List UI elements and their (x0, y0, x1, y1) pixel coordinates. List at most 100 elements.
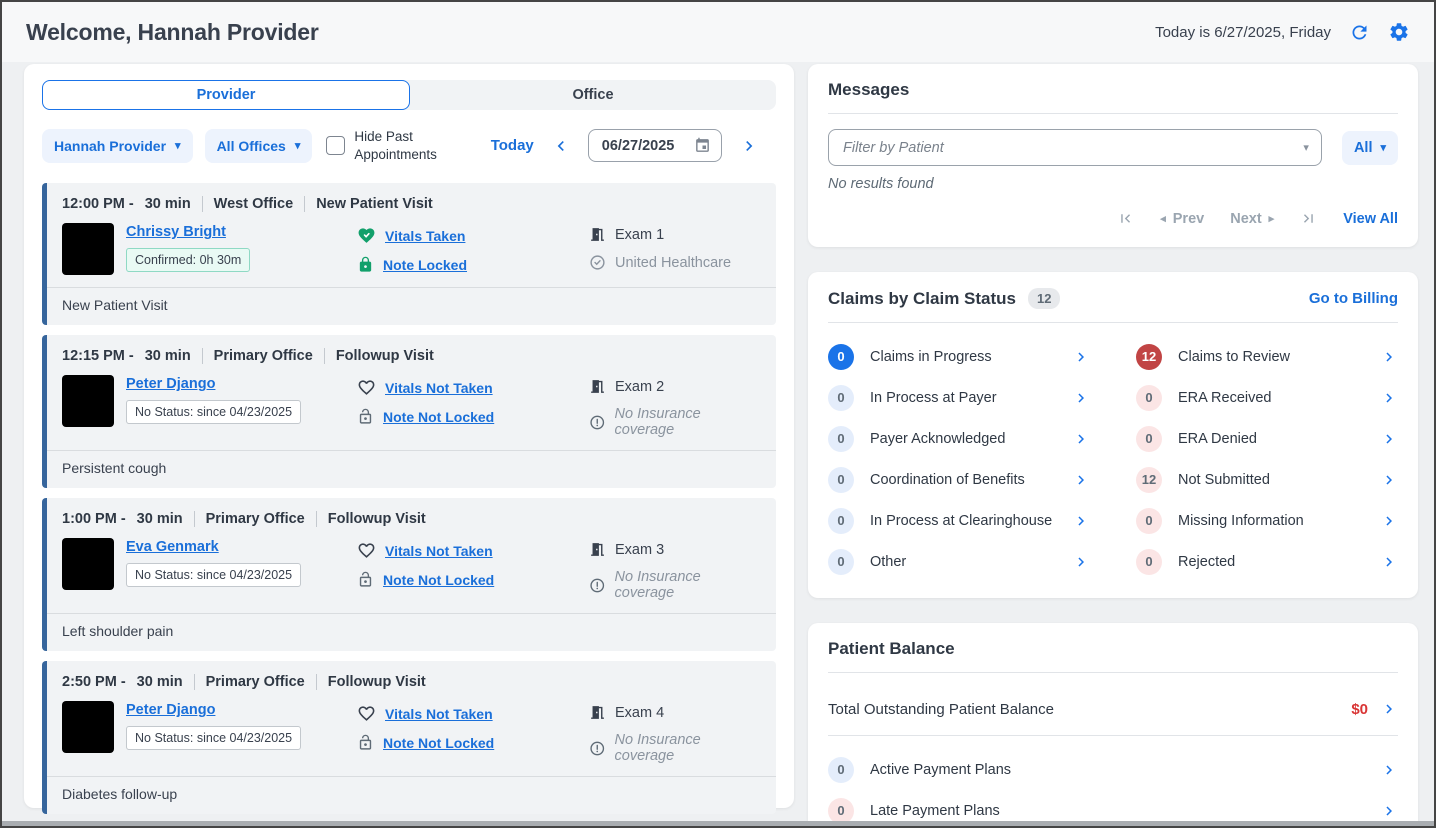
messages-panel: Messages ▾ All ▾ No results found (808, 64, 1418, 247)
chevron-right-icon (1386, 352, 1392, 361)
appointment-card: 12:15 PM - 30 min Primary Office Followu… (42, 335, 776, 489)
claim-status-row[interactable]: 0 ERA Denied (1136, 418, 1398, 459)
lock-icon (359, 256, 372, 272)
chevron-right-icon (1386, 393, 1392, 402)
today-button[interactable]: Today (490, 137, 534, 155)
previous-day-icon[interactable] (551, 136, 571, 156)
refresh-icon[interactable] (1349, 22, 1370, 43)
filter-by-patient-input[interactable]: ▾ (828, 129, 1322, 166)
claim-status-row[interactable]: 0 Coordination of Benefits (828, 459, 1090, 500)
exam-room: Exam 2 (615, 378, 665, 395)
chevron-right-icon (1078, 557, 1084, 566)
patient-name-link[interactable]: Peter Django (126, 376, 216, 393)
chevron-right-icon (1078, 516, 1084, 525)
appointment-reason: Left shoulder pain (62, 623, 174, 640)
claim-count-badge: 0 (828, 466, 854, 493)
vitals-link[interactable]: Vitals Not Taken (357, 378, 589, 397)
chevron-right-icon (1386, 516, 1392, 525)
appointment-time: 2:50 PM - (62, 674, 126, 691)
next-day-icon[interactable] (739, 136, 759, 156)
appointment-visit-type: Followup Visit (327, 674, 426, 691)
claim-count-badge: 0 (828, 343, 854, 370)
schedule-filters: Hannah Provider ▾ All Offices ▾ Hide Pas… (42, 128, 776, 163)
hide-past-checkbox[interactable] (326, 136, 346, 156)
exam-room-icon (591, 380, 604, 393)
claim-status-row[interactable]: 12 Claims to Review (1136, 336, 1398, 377)
view-all-link[interactable]: View All (1343, 210, 1398, 227)
appointment-reason: Persistent cough (62, 460, 167, 477)
lock-open-icon (359, 408, 372, 424)
horizontal-scrollbar[interactable] (2, 821, 1434, 826)
avatar (62, 701, 114, 754)
hide-past-label: Hide Past Appointments (354, 129, 437, 162)
claim-status-row[interactable]: 0 In Process at Payer (828, 377, 1090, 418)
message-type-dropdown[interactable]: All ▾ (1341, 130, 1398, 165)
appointment-office: West Office (213, 196, 294, 213)
claim-count-badge: 0 (828, 548, 854, 575)
claim-status-row[interactable]: 0 Missing Information (1136, 500, 1398, 541)
tab-office[interactable]: Office (572, 87, 614, 103)
claim-status-row[interactable]: 0 Other (828, 541, 1090, 582)
claims-panel: Claims by Claim Status 12 Go to Billing … (808, 272, 1418, 598)
claim-status-row[interactable]: 0 Payer Acknowledged (828, 418, 1090, 459)
patient-name-link[interactable]: Peter Django (126, 702, 216, 719)
claim-status-row[interactable]: 0 Claims in Progress (828, 336, 1090, 377)
claim-count-badge: 0 (828, 425, 854, 452)
chevron-right-icon (1078, 434, 1084, 443)
provider-filter-dropdown[interactable]: Hannah Provider ▾ (42, 128, 193, 163)
patient-name-link[interactable]: Eva Genmark (126, 539, 219, 556)
go-to-billing-link[interactable]: Go to Billing (1308, 290, 1398, 307)
appointment-duration: 30 min (136, 511, 183, 528)
heart-outline-icon (358, 706, 375, 721)
exam-room-icon (591, 543, 604, 556)
patient-filter-field[interactable] (843, 139, 1304, 156)
note-link[interactable]: Note Locked (357, 256, 589, 273)
gear-icon[interactable] (1388, 21, 1410, 43)
first-page-icon[interactable] (1117, 210, 1134, 227)
claims-title: Claims by Claim Status (828, 288, 1017, 308)
provider-filter-value: Hannah Provider (54, 137, 167, 154)
next-page-button[interactable]: Next ▸ (1230, 210, 1275, 227)
note-link[interactable]: Note Not Locked (357, 734, 589, 751)
claim-count-badge: 0 (828, 384, 854, 411)
schedule-panel: Provider Office Hannah Provider ▾ All Of… (24, 64, 794, 815)
claim-status-row[interactable]: 0 ERA Received (1136, 377, 1398, 418)
appointment-reason: Diabetes follow-up (62, 786, 178, 803)
note-link[interactable]: Note Not Locked (357, 408, 589, 425)
date-picker[interactable] (587, 129, 722, 163)
claim-status-row[interactable]: 12 Not Submitted (1136, 459, 1398, 500)
status-badge: No Status: since 04/23/2025 (126, 726, 302, 751)
chevron-right-icon (1078, 475, 1084, 484)
balance-amount: $0 (1351, 700, 1368, 718)
last-page-icon[interactable] (1300, 210, 1317, 227)
claim-status-row[interactable]: 0 In Process at Clearinghouse (828, 500, 1090, 541)
tab-provider[interactable]: Provider (42, 80, 410, 110)
avatar (62, 223, 114, 276)
exam-room: Exam 4 (615, 704, 665, 721)
chevron-down-icon: ▾ (175, 140, 181, 153)
message-type-value: All (1353, 139, 1373, 156)
appointment-card: 12:00 PM - 30 min West Office New Patien… (42, 183, 776, 326)
claim-status-row[interactable]: 0 Rejected (1136, 541, 1398, 582)
messages-title: Messages (828, 80, 910, 99)
vitals-link[interactable]: Vitals Not Taken (357, 541, 589, 560)
patient-name-link[interactable]: Chrissy Bright (126, 224, 226, 241)
vitals-link[interactable]: Vitals Taken (357, 226, 589, 245)
late-payment-plans-row[interactable]: 0 Late Payment Plans (828, 790, 1398, 826)
chevron-right-icon (1386, 704, 1392, 714)
exam-room: Exam 3 (615, 541, 665, 558)
chevron-right-icon (1386, 765, 1392, 774)
claim-count-badge: 0 (1136, 507, 1162, 534)
prev-page-button[interactable]: ◂ Prev (1160, 210, 1205, 227)
note-link[interactable]: Note Not Locked (357, 571, 589, 588)
appointment-visit-type: Followup Visit (335, 348, 434, 365)
vitals-link[interactable]: Vitals Not Taken (357, 704, 589, 723)
office-filter-value: All Offices (216, 137, 286, 154)
appointment-duration: 30 min (144, 348, 191, 365)
date-input[interactable] (601, 137, 694, 154)
total-balance-row[interactable]: Total Outstanding Patient Balance $0 (828, 686, 1398, 733)
insurance-verified-icon (590, 255, 605, 270)
office-filter-dropdown[interactable]: All Offices ▾ (204, 128, 313, 163)
active-payment-plans-row[interactable]: 0 Active Payment Plans (828, 749, 1398, 790)
